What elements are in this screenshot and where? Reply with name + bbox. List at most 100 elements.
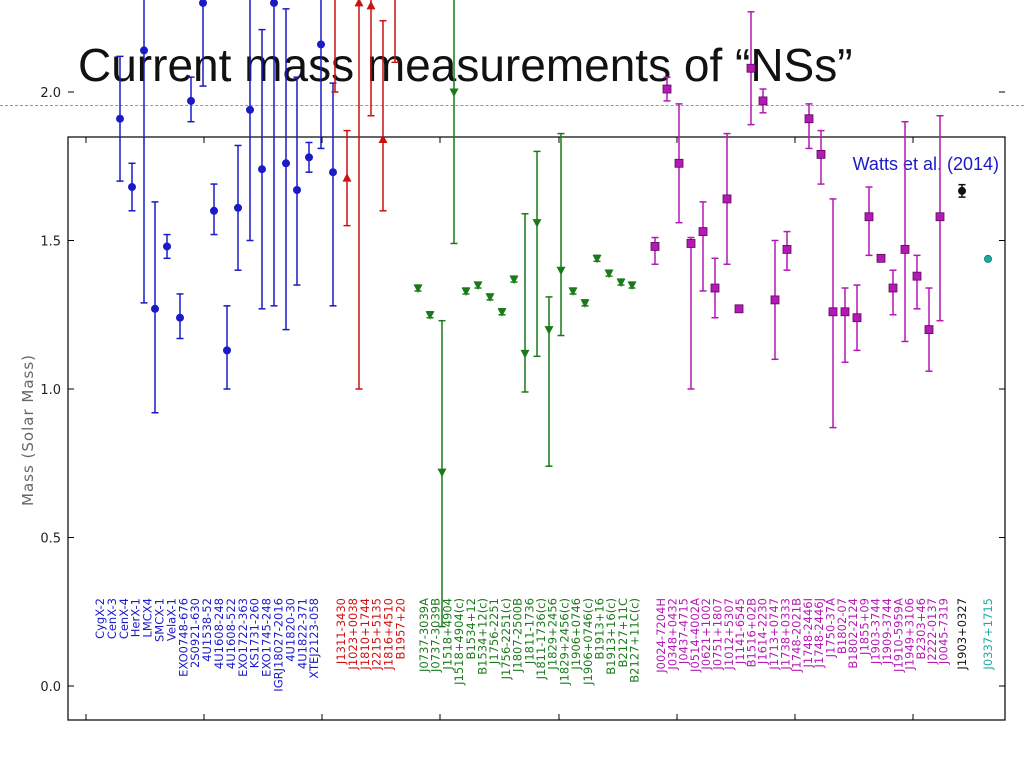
data-point xyxy=(461,287,471,296)
source-label: J1949+3106 xyxy=(903,598,917,671)
data-point xyxy=(864,212,874,222)
source-label: J1756-2251 xyxy=(487,598,501,665)
source-label: J1518+4904 xyxy=(440,598,454,671)
data-point xyxy=(604,269,614,279)
data-point xyxy=(900,245,910,254)
data-point xyxy=(650,242,660,251)
data-point xyxy=(722,194,732,204)
source-label: B1534+12 xyxy=(464,598,478,659)
data-point xyxy=(627,281,637,291)
source-label: B1516+02B xyxy=(744,598,758,667)
y-tick-label: 2.0 xyxy=(40,86,61,101)
source-label: J0024-7204H xyxy=(654,598,668,674)
source-label: J1811-1736 xyxy=(522,598,536,665)
source-label: J1903-3744 xyxy=(869,598,883,665)
y-axis-label: Mass (Solar Mass) xyxy=(19,354,37,506)
source-label: J1807-2500B xyxy=(511,598,525,673)
y-tick-label: 0.0 xyxy=(40,680,61,695)
source-label: J1906+0746 xyxy=(569,598,583,671)
source-label: J1141-6545 xyxy=(733,598,747,665)
data-point xyxy=(520,349,530,359)
data-point xyxy=(329,168,337,177)
source-label: CenX-4 xyxy=(117,598,131,639)
source-label: J1909-3744 xyxy=(880,598,894,665)
data-point xyxy=(425,311,435,320)
source-label: J1906+0746(c) xyxy=(581,598,595,686)
data-point xyxy=(140,46,148,55)
source-label: B1913+16 xyxy=(593,598,607,659)
source-label: J1829+2456(c) xyxy=(557,598,571,686)
data-point xyxy=(698,227,708,236)
data-point xyxy=(828,307,838,317)
data-point xyxy=(163,242,171,251)
data-point xyxy=(804,114,814,124)
data-point xyxy=(293,186,301,195)
source-label: J1738+0333 xyxy=(778,598,792,671)
source-label: J1518+4904(c) xyxy=(452,598,466,686)
source-label: J1713+0747 xyxy=(767,598,781,671)
data-point xyxy=(710,283,720,293)
data-point xyxy=(532,219,542,228)
source-label: J0348+0432 xyxy=(665,598,679,671)
source-label: EXO0748-676 xyxy=(176,598,190,677)
data-point xyxy=(770,295,780,305)
data-point xyxy=(616,278,626,288)
data-point xyxy=(176,313,184,322)
source-label: 4U1608-248 xyxy=(212,598,226,669)
y-tick-label: 1.5 xyxy=(40,235,61,250)
source-label: J1903+0327 xyxy=(955,598,969,671)
data-point xyxy=(366,0,376,10)
source-label: 2S0921-630 xyxy=(188,598,202,668)
data-point xyxy=(816,149,826,159)
source-label: CygX-2 xyxy=(93,598,107,639)
source-label: LMCX4 xyxy=(141,598,155,638)
data-point xyxy=(497,308,507,317)
source-label: XTEJ2123-058 xyxy=(307,598,321,679)
y-tick-label: 0.5 xyxy=(40,532,61,547)
data-point xyxy=(912,271,922,281)
data-point xyxy=(924,325,934,335)
source-label: J0045-7319 xyxy=(937,598,951,665)
slide-title: Current mass measurements of “NSs” xyxy=(78,39,853,91)
source-label: J1023+0038 xyxy=(346,598,360,671)
data-point xyxy=(958,186,967,195)
data-point xyxy=(128,183,136,192)
data-point xyxy=(354,0,364,7)
data-point xyxy=(840,307,850,317)
source-label: J1910-5959A xyxy=(891,598,905,673)
data-point xyxy=(413,284,423,294)
source-label: EXO1722-363 xyxy=(236,598,250,677)
plot-frame xyxy=(67,136,1006,721)
source-label: J1811-1736(c) xyxy=(534,598,548,680)
data-point xyxy=(485,293,495,302)
source-label: J0737-3039B xyxy=(429,598,443,673)
data-point xyxy=(758,96,768,106)
data-point xyxy=(888,283,898,293)
source-label: J1756-2251(c) xyxy=(499,598,513,680)
source-annotation: Watts et al. (2014) xyxy=(853,154,999,174)
data-point xyxy=(234,203,242,212)
data-point xyxy=(449,88,459,97)
data-point xyxy=(270,0,278,7)
source-label: B1802-07 xyxy=(835,598,849,654)
data-point xyxy=(378,134,388,144)
source-label: J0751+1807 xyxy=(711,598,725,671)
source-label: 4U1822-371 xyxy=(295,598,309,669)
data-point xyxy=(305,153,313,162)
data-point xyxy=(223,346,231,355)
data-point xyxy=(246,105,254,114)
source-label: B2127+11C(c) xyxy=(628,598,642,683)
data-point xyxy=(568,287,578,296)
data-point xyxy=(187,96,195,105)
data-point xyxy=(544,326,554,335)
source-label: B1957+20 xyxy=(394,598,408,659)
source-label: B1534+12(c) xyxy=(476,598,490,675)
data-point xyxy=(199,0,207,7)
source-label: 4U1538-52 xyxy=(200,598,214,662)
data-point xyxy=(210,206,218,215)
source-label: B1913+16(c) xyxy=(604,598,618,675)
source-label: J0437-4715 xyxy=(677,598,691,665)
data-point xyxy=(116,114,124,123)
source-label: J0737-3039A xyxy=(417,598,431,673)
source-label: J1829+2456 xyxy=(546,598,560,671)
